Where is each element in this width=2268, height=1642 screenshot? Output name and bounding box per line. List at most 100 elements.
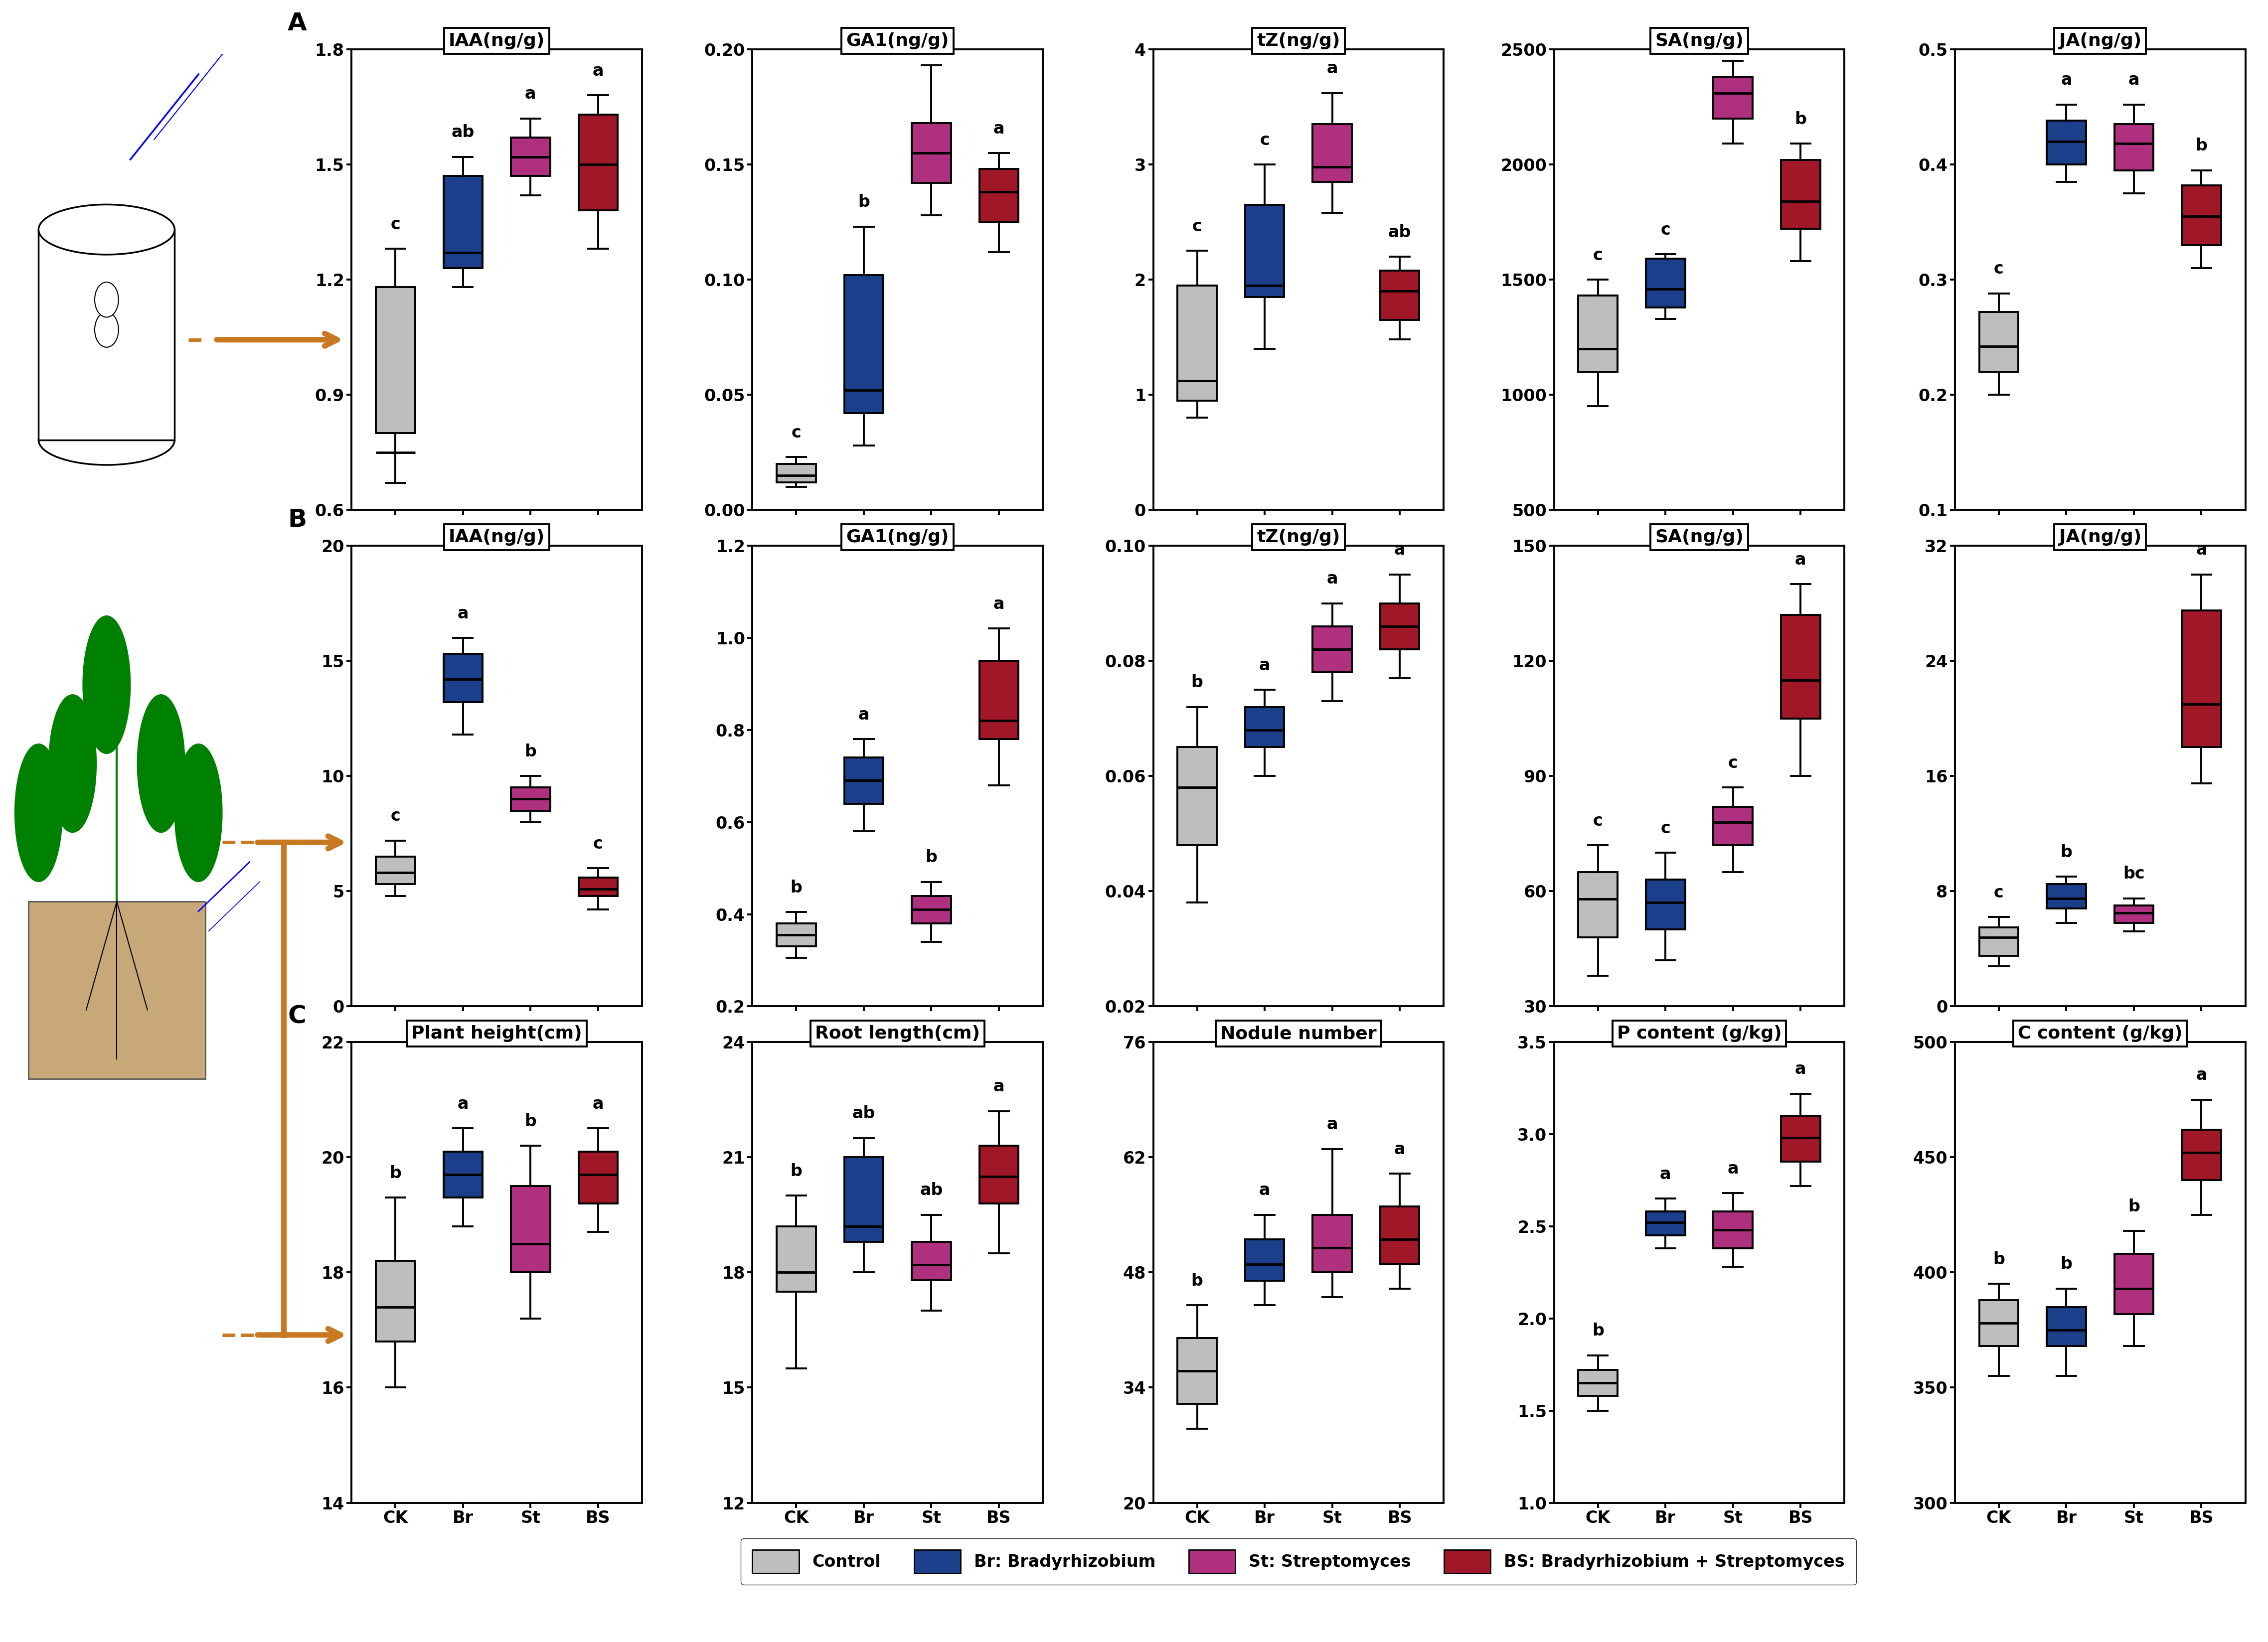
Circle shape bbox=[95, 282, 118, 317]
PathPatch shape bbox=[1381, 603, 1420, 649]
Text: c: c bbox=[1728, 755, 1737, 772]
PathPatch shape bbox=[578, 1151, 617, 1204]
PathPatch shape bbox=[1712, 806, 1753, 846]
PathPatch shape bbox=[844, 274, 885, 414]
Text: b: b bbox=[1994, 1251, 2005, 1268]
Ellipse shape bbox=[39, 205, 175, 255]
PathPatch shape bbox=[1381, 1207, 1420, 1264]
Circle shape bbox=[50, 695, 95, 832]
PathPatch shape bbox=[776, 465, 816, 483]
Text: b: b bbox=[857, 194, 869, 210]
Title: tZ(ng/g): tZ(ng/g) bbox=[1256, 529, 1340, 545]
Text: ab: ab bbox=[853, 1105, 875, 1121]
Text: a: a bbox=[857, 706, 869, 722]
Text: ab: ab bbox=[451, 125, 474, 141]
Text: b: b bbox=[2059, 1256, 2073, 1273]
Text: a: a bbox=[524, 85, 535, 102]
Text: b: b bbox=[789, 1163, 803, 1179]
Text: a: a bbox=[1794, 552, 1805, 568]
Text: c: c bbox=[594, 836, 603, 852]
Circle shape bbox=[175, 744, 222, 882]
PathPatch shape bbox=[2182, 186, 2220, 245]
PathPatch shape bbox=[2182, 611, 2220, 747]
Bar bbox=[27, 901, 206, 1079]
PathPatch shape bbox=[1313, 626, 1352, 672]
PathPatch shape bbox=[1780, 159, 1821, 228]
PathPatch shape bbox=[1177, 1338, 1216, 1404]
PathPatch shape bbox=[2046, 120, 2087, 164]
PathPatch shape bbox=[844, 1158, 885, 1241]
Title: GA1(ng/g): GA1(ng/g) bbox=[846, 529, 948, 545]
Text: c: c bbox=[1660, 821, 1672, 837]
Text: b: b bbox=[1191, 675, 1202, 691]
Text: a: a bbox=[1327, 1117, 1338, 1133]
PathPatch shape bbox=[1245, 708, 1284, 747]
PathPatch shape bbox=[445, 654, 483, 703]
Text: c: c bbox=[390, 808, 401, 824]
PathPatch shape bbox=[1381, 271, 1420, 320]
PathPatch shape bbox=[1647, 880, 1685, 929]
PathPatch shape bbox=[1980, 312, 2019, 371]
Text: b: b bbox=[2195, 138, 2207, 154]
PathPatch shape bbox=[2046, 883, 2087, 908]
Text: C: C bbox=[288, 1005, 306, 1028]
PathPatch shape bbox=[776, 923, 816, 946]
Text: a: a bbox=[2127, 72, 2139, 89]
Text: a: a bbox=[1259, 1182, 1270, 1199]
PathPatch shape bbox=[1245, 1240, 1284, 1281]
PathPatch shape bbox=[1780, 1117, 1821, 1163]
Circle shape bbox=[14, 744, 64, 882]
PathPatch shape bbox=[445, 176, 483, 268]
Text: a: a bbox=[1327, 61, 1338, 77]
PathPatch shape bbox=[980, 169, 1018, 222]
PathPatch shape bbox=[1579, 296, 1617, 371]
Text: a: a bbox=[1327, 571, 1338, 588]
PathPatch shape bbox=[844, 757, 885, 803]
PathPatch shape bbox=[578, 877, 617, 897]
PathPatch shape bbox=[912, 1241, 950, 1281]
Text: bc: bc bbox=[2123, 865, 2146, 882]
PathPatch shape bbox=[510, 138, 551, 176]
PathPatch shape bbox=[912, 123, 950, 182]
PathPatch shape bbox=[1647, 259, 1685, 307]
Title: Nodule number: Nodule number bbox=[1220, 1025, 1377, 1043]
PathPatch shape bbox=[1177, 286, 1216, 401]
Text: a: a bbox=[2195, 542, 2207, 558]
Circle shape bbox=[84, 616, 132, 754]
Title: tZ(ng/g): tZ(ng/g) bbox=[1256, 33, 1340, 49]
Text: b: b bbox=[1794, 112, 1808, 128]
Text: a: a bbox=[925, 33, 937, 49]
Text: c: c bbox=[1193, 218, 1202, 235]
Title: Root length(cm): Root length(cm) bbox=[814, 1025, 980, 1043]
PathPatch shape bbox=[1980, 928, 2019, 956]
PathPatch shape bbox=[1647, 1212, 1685, 1235]
PathPatch shape bbox=[2114, 1254, 2152, 1314]
Text: a: a bbox=[458, 606, 469, 622]
PathPatch shape bbox=[376, 857, 415, 885]
Text: c: c bbox=[1994, 885, 2003, 901]
Circle shape bbox=[136, 695, 186, 832]
Text: b: b bbox=[2059, 844, 2073, 860]
Text: c: c bbox=[1592, 246, 1603, 263]
Text: a: a bbox=[993, 120, 1005, 136]
Text: ab: ab bbox=[1388, 223, 1411, 240]
Legend: Control, Br: Bradyrhizobium, St: Streptomyces, BS: Bradyrhizobium + Streptomyces: Control, Br: Bradyrhizobium, St: Strepto… bbox=[742, 1539, 1855, 1585]
Title: C content (g/kg): C content (g/kg) bbox=[2019, 1025, 2182, 1043]
Text: a: a bbox=[1660, 1166, 1672, 1182]
PathPatch shape bbox=[578, 115, 617, 210]
Text: a: a bbox=[592, 1095, 603, 1112]
Text: b: b bbox=[390, 1164, 401, 1182]
Text: a: a bbox=[2062, 72, 2073, 89]
Title: IAA(ng/g): IAA(ng/g) bbox=[449, 529, 544, 545]
PathPatch shape bbox=[2182, 1130, 2220, 1181]
Text: a: a bbox=[1794, 1061, 1805, 1077]
Text: a: a bbox=[1259, 657, 1270, 673]
Title: JA(ng/g): JA(ng/g) bbox=[2059, 529, 2141, 545]
Text: A: A bbox=[288, 11, 306, 36]
Text: c: c bbox=[1660, 222, 1672, 238]
Text: c: c bbox=[390, 217, 401, 233]
PathPatch shape bbox=[1712, 77, 1753, 118]
PathPatch shape bbox=[1177, 747, 1216, 846]
PathPatch shape bbox=[510, 1186, 551, 1273]
Circle shape bbox=[95, 312, 118, 346]
